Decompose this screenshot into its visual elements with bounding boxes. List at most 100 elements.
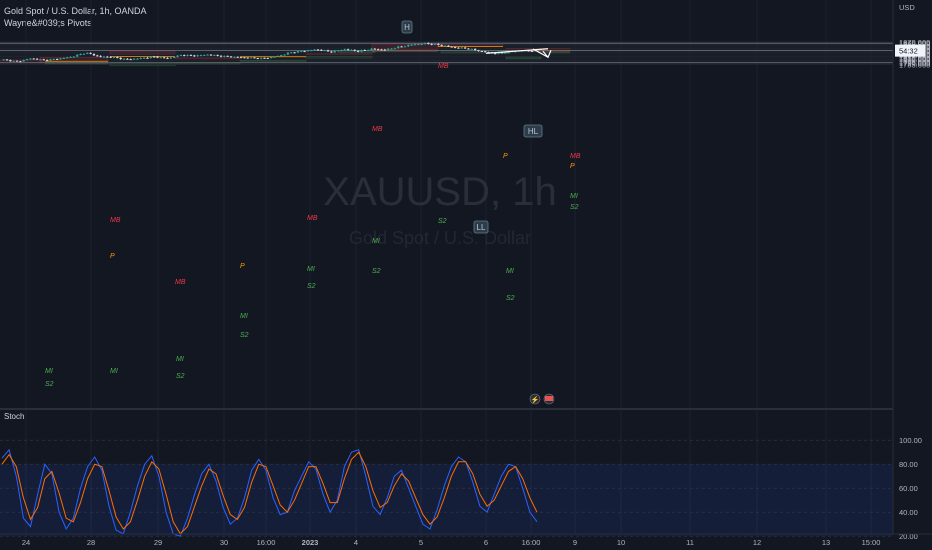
zone-box — [44, 62, 109, 65]
candle-body — [226, 55, 229, 57]
candle-body — [336, 50, 340, 52]
candle-body — [484, 51, 487, 53]
candle-body — [457, 47, 460, 49]
candle-body — [99, 55, 102, 57]
candle-body — [35, 58, 39, 60]
candle-body — [183, 55, 186, 57]
candle-body — [263, 57, 266, 59]
tag-lower-low: LL — [477, 223, 486, 232]
price-tick-label: 1810.000 — [899, 54, 930, 63]
zone-label: MI — [45, 368, 53, 375]
stoch-line — [1, 448, 538, 537]
time-tick-label: 9 — [573, 538, 577, 547]
candle-body — [22, 59, 25, 62]
candle-body — [480, 51, 483, 53]
arrow-head — [542, 50, 552, 59]
candle-body — [206, 54, 209, 56]
zone-label: MB — [175, 279, 186, 286]
candle-body — [343, 49, 346, 51]
candle-body — [350, 49, 353, 51]
candle-body — [497, 52, 500, 54]
candle-body — [356, 50, 360, 52]
candle-body — [306, 50, 310, 52]
candle-body — [223, 55, 226, 57]
candle-body — [42, 59, 45, 61]
candle-body — [179, 55, 183, 57]
price-tick-label: 1790.000 — [899, 59, 930, 68]
candle-body — [45, 59, 49, 61]
candle-body — [353, 49, 356, 51]
candle-body — [229, 56, 233, 58]
candle-body — [330, 51, 333, 53]
candle-body — [453, 47, 457, 49]
candle-body — [403, 46, 407, 48]
candle-body — [266, 57, 269, 59]
candle-body — [203, 54, 206, 56]
chart-title: Gold Spot / U.S. Dollar, 1h, OANDA — [4, 6, 147, 16]
candle-body — [109, 56, 112, 58]
candle-body — [437, 43, 440, 45]
candle-body — [186, 54, 189, 56]
zone-label: MI — [506, 268, 514, 275]
candle-body — [199, 55, 203, 57]
zone-box — [239, 59, 307, 62]
stoch-band — [0, 464, 893, 537]
zone-box — [174, 57, 241, 60]
time-tick-label: 28 — [87, 538, 95, 547]
candle-body — [463, 47, 467, 49]
price-tick-label: 1805.000 — [899, 55, 930, 64]
candle-body — [460, 47, 463, 49]
zone-label: MB — [570, 153, 581, 160]
candle-body — [49, 59, 52, 61]
zone-label: P — [503, 153, 508, 160]
candle-body — [300, 51, 303, 53]
price-tick-label: 1800.000 — [899, 56, 930, 65]
zone-label: P — [110, 253, 115, 260]
candle-body — [440, 44, 443, 46]
candle-body — [146, 57, 149, 59]
zone-label: S2 — [570, 204, 579, 211]
candle-body — [39, 59, 42, 61]
candle-body — [470, 48, 473, 50]
candle-body — [86, 52, 89, 54]
price-tick-label: 1865.000 — [899, 39, 930, 48]
candle-body — [173, 56, 176, 58]
candle-body — [259, 57, 263, 59]
stoch-title: Stoch — [4, 412, 24, 421]
candle-body — [410, 44, 413, 46]
candle-body — [360, 50, 363, 52]
candle-body — [76, 54, 79, 57]
candle-body — [427, 43, 430, 45]
zone-box — [540, 52, 571, 54]
candle-body — [12, 60, 15, 62]
stoch-tick-label: 60.00 — [899, 484, 918, 493]
candle-body — [293, 52, 296, 54]
stoch-line — [1, 451, 538, 535]
candle-body — [370, 48, 373, 51]
time-tick-label: 16:00 — [522, 538, 541, 547]
zone-box — [305, 56, 373, 59]
candle-body — [19, 61, 22, 63]
candle-body — [82, 53, 86, 55]
candle-body — [407, 44, 410, 47]
candle-body — [79, 53, 82, 55]
candle-body — [530, 50, 534, 52]
zone-box — [505, 56, 542, 60]
candle-body — [142, 57, 146, 59]
candle-body — [136, 58, 139, 60]
candle-body — [25, 59, 29, 61]
time-tick-label: 2023 — [302, 538, 319, 547]
tag-higher-low: HL — [528, 127, 539, 136]
candle-body — [249, 57, 253, 59]
candle-body — [32, 58, 35, 60]
candle-body — [346, 49, 350, 51]
candle-body — [69, 56, 72, 58]
zone-label: MB — [110, 217, 121, 224]
tag-higher-low-box — [523, 124, 543, 138]
candle-body — [303, 51, 306, 53]
candle-body — [323, 50, 326, 52]
candle-body — [169, 57, 173, 59]
trend-line — [485, 48, 549, 54]
candle-body — [9, 59, 12, 62]
